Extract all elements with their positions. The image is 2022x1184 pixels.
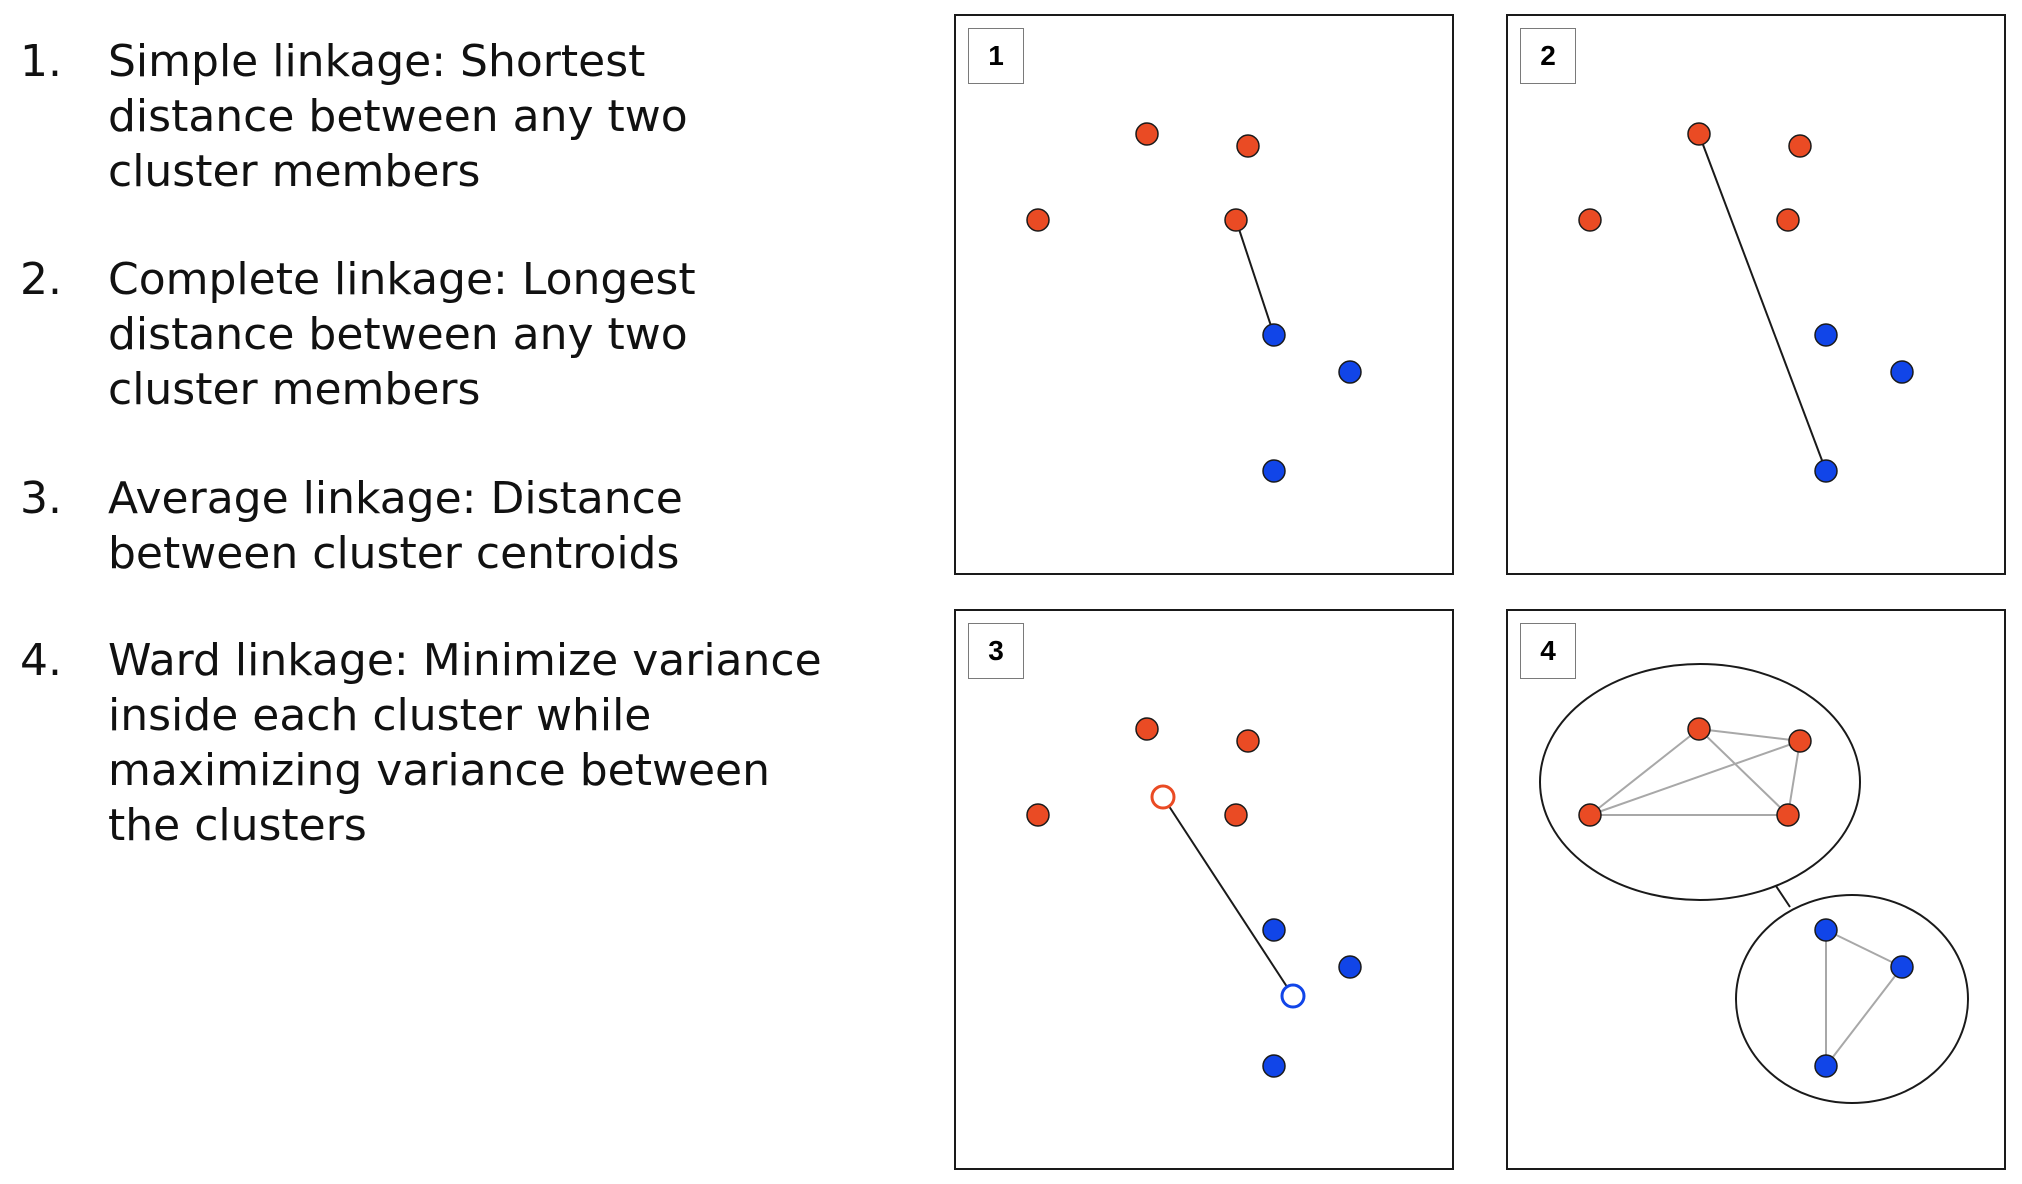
inter-cluster-link [1775, 885, 1791, 908]
method-line: Complete linkage: Longest [108, 254, 696, 305]
panel-label: 2 [1520, 28, 1576, 84]
cluster-b-point [1262, 323, 1286, 347]
method-number: 1. [20, 36, 62, 87]
method-line: distance between any two [108, 309, 688, 360]
linkage-method-list: 1. Simple linkage: Shortest distance bet… [0, 0, 900, 1184]
method-line: cluster members [108, 146, 481, 197]
method-line: Average linkage: Distance [108, 473, 683, 524]
diagram-panel-complete: 2 [1506, 14, 2006, 575]
cluster-a-centroid [1150, 784, 1176, 810]
method-description: Simple linkage: Shortest distance betwee… [108, 34, 688, 199]
panel-graphic [1026, 122, 1362, 483]
cluster-a-edges [1589, 728, 1801, 816]
shortest-link-line [1235, 219, 1275, 336]
cluster-a-point [1578, 803, 1602, 827]
cluster-a-point [1788, 134, 1812, 158]
panel-graphic [1026, 717, 1362, 1078]
cluster-a-point [1776, 208, 1800, 232]
method-line: distance between any two [108, 91, 688, 142]
panel-label: 1 [968, 28, 1024, 84]
method-line: Simple linkage: Shortest [108, 36, 646, 87]
method-number: 2. [20, 254, 62, 305]
cluster-a-point [1026, 208, 1050, 232]
diagram-panel-ward: 4 [1506, 609, 2006, 1170]
cluster-b-point [1262, 1054, 1286, 1078]
cluster-b-point [1814, 459, 1838, 483]
cluster-b-centroid [1280, 983, 1306, 1009]
cluster-b-boundary [1735, 894, 1969, 1104]
cluster-a-boundary [1539, 663, 1861, 901]
method-description: Ward linkage: Minimize variance inside e… [108, 633, 822, 853]
cluster-a-point [1788, 729, 1812, 753]
cluster-a-point [1776, 803, 1800, 827]
cluster-b-point [1338, 360, 1362, 384]
method-line: Ward linkage: Minimize variance [108, 635, 822, 686]
cluster-a-point [1135, 717, 1159, 741]
cluster-b-point [1262, 918, 1286, 942]
method-line: the clusters [108, 800, 367, 851]
method-number: 4. [20, 635, 62, 686]
cluster-a-point [1135, 122, 1159, 146]
cluster-b-point [1338, 955, 1362, 979]
longest-link-line [1698, 133, 1827, 472]
centroid-link-line [1162, 796, 1294, 997]
cluster-b-point [1814, 1054, 1838, 1078]
panel-graphic [1578, 122, 1914, 483]
diagram-panel-simple: 1 [954, 14, 1454, 575]
panel-label: 4 [1520, 623, 1576, 679]
cluster-b-point [1262, 459, 1286, 483]
method-description: Average linkage: Distance between cluste… [108, 471, 683, 581]
cluster-a-point [1236, 729, 1260, 753]
diagram-panel-average: 3 [954, 609, 1454, 1170]
cluster-a-point [1687, 122, 1711, 146]
cluster-b-point [1814, 918, 1838, 942]
cluster-b-point [1890, 955, 1914, 979]
cluster-b-point [1814, 323, 1838, 347]
cluster-a-point [1687, 717, 1711, 741]
cluster-a-point [1026, 803, 1050, 827]
cluster-a-point [1224, 208, 1248, 232]
panel-label: 3 [968, 623, 1024, 679]
method-number: 3. [20, 473, 62, 524]
method-line: inside each cluster while [108, 690, 652, 741]
cluster-b-point [1890, 360, 1914, 384]
cluster-a-point [1236, 134, 1260, 158]
cluster-a-point [1578, 208, 1602, 232]
cluster-b-edges [1825, 929, 1903, 1067]
method-line: between cluster centroids [108, 528, 680, 579]
panel-graphic [1539, 663, 1969, 1104]
method-line: cluster members [108, 364, 481, 415]
method-description: Complete linkage: Longest distance betwe… [108, 252, 696, 417]
cluster-a-point [1224, 803, 1248, 827]
method-line: maximizing variance between [108, 745, 770, 796]
